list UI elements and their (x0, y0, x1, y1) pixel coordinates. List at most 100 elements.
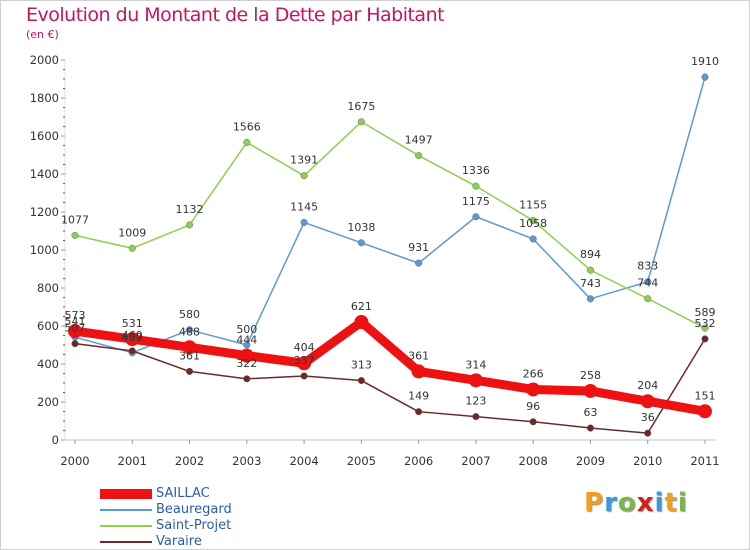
data-point (357, 239, 365, 247)
y-tick-label: 200 (37, 395, 59, 409)
data-point (644, 429, 652, 437)
data-point (701, 335, 709, 343)
data-point (415, 152, 423, 160)
data-label: 266 (523, 367, 544, 380)
y-tick-label: 1800 (30, 91, 59, 105)
data-label: 532 (695, 317, 716, 330)
data-label: 931 (408, 241, 429, 254)
data-label: 1058 (519, 217, 547, 230)
x-tick-label: 2005 (347, 454, 376, 468)
chart-subtitle: (en €) (26, 28, 59, 41)
series-line-saint-projet (74, 121, 706, 329)
data-label: 580 (179, 308, 200, 321)
data-label: 1038 (347, 221, 375, 234)
data-point (529, 235, 537, 243)
data-point (586, 424, 594, 432)
x-tick-label: 2006 (404, 454, 433, 468)
data-label: 1566 (233, 120, 261, 133)
data-label: 894 (580, 248, 601, 261)
logo-letter: x (636, 488, 655, 518)
logo-letter: i (654, 488, 665, 518)
data-label: 500 (236, 323, 257, 336)
data-point (182, 340, 197, 355)
logo-letter: i (677, 488, 688, 518)
data-label: 361 (408, 349, 429, 362)
data-point (415, 408, 423, 416)
data-label: 96 (526, 400, 540, 413)
data-label: 621 (351, 300, 372, 313)
series-line-beauregard (74, 76, 706, 354)
data-label: 258 (580, 369, 601, 382)
x-tick-label: 2008 (519, 454, 548, 468)
data-label: 63 (583, 406, 597, 419)
y-tick-label: 1600 (30, 129, 59, 143)
data-label: 1155 (519, 199, 547, 212)
data-label: 507 (65, 322, 86, 335)
data-point (128, 244, 136, 252)
proxiti-logo: Proxiti (584, 488, 688, 518)
data-point (698, 404, 712, 419)
x-tick-label: 2001 (118, 454, 147, 468)
data-label: 204 (637, 379, 658, 392)
data-point (186, 221, 194, 229)
data-label: 743 (580, 277, 601, 290)
data-point (243, 375, 251, 383)
legend-swatch (100, 525, 152, 527)
logo-letter: t (664, 488, 678, 518)
data-label: 1675 (347, 100, 375, 113)
data-point (415, 259, 423, 267)
data-label: 459 (122, 331, 143, 344)
x-tick-label: 2011 (690, 454, 719, 468)
data-point (300, 372, 308, 380)
chart-title: Evolution du Montant de la Dette par Hab… (26, 4, 445, 26)
logo-letter: P (584, 488, 605, 518)
data-point (640, 394, 655, 409)
data-label: 36 (641, 411, 655, 424)
series-line-varaire (74, 338, 706, 434)
logo-letter: o (617, 488, 637, 518)
y-tick-label: 1200 (30, 205, 59, 219)
data-point (357, 377, 365, 385)
legend-label: Varaire (156, 534, 202, 549)
data-point (586, 295, 594, 303)
data-point (243, 341, 251, 349)
data-point (644, 278, 652, 286)
x-tick-label: 2009 (576, 454, 605, 468)
data-point (186, 326, 194, 334)
data-label: 1910 (691, 55, 719, 68)
data-label: 444 (236, 334, 257, 347)
legend-swatch (100, 489, 152, 499)
data-label: 833 (637, 260, 658, 273)
data-point (300, 218, 308, 226)
data-label: 149 (408, 390, 429, 403)
data-point (468, 373, 483, 388)
data-label: 361 (179, 349, 200, 362)
data-point (583, 383, 598, 398)
x-tick-label: 2002 (175, 454, 204, 468)
data-point (472, 213, 480, 221)
data-point (586, 266, 594, 274)
data-point (411, 364, 426, 379)
data-point (243, 138, 251, 146)
data-label: 573 (65, 309, 86, 322)
data-label: 404 (294, 341, 315, 354)
x-tick-label: 2003 (232, 454, 261, 468)
y-tick-label: 400 (37, 357, 59, 371)
data-label: 151 (695, 389, 716, 402)
data-point (68, 324, 82, 339)
y-tick-label: 0 (52, 433, 59, 447)
data-point (357, 118, 365, 126)
legend-swatch (100, 541, 152, 543)
x-tick-label: 2010 (633, 454, 662, 468)
data-point (300, 172, 308, 180)
x-tick-label: 2007 (461, 454, 490, 468)
data-point (644, 295, 652, 303)
legend-label: SAILLAC (156, 486, 210, 501)
data-point (354, 315, 369, 330)
data-label: 1132 (176, 203, 204, 216)
data-label: 1497 (405, 134, 433, 147)
y-tick-label: 600 (37, 319, 59, 333)
data-label: 1391 (290, 154, 318, 167)
data-point (472, 182, 480, 190)
data-point (472, 413, 480, 421)
